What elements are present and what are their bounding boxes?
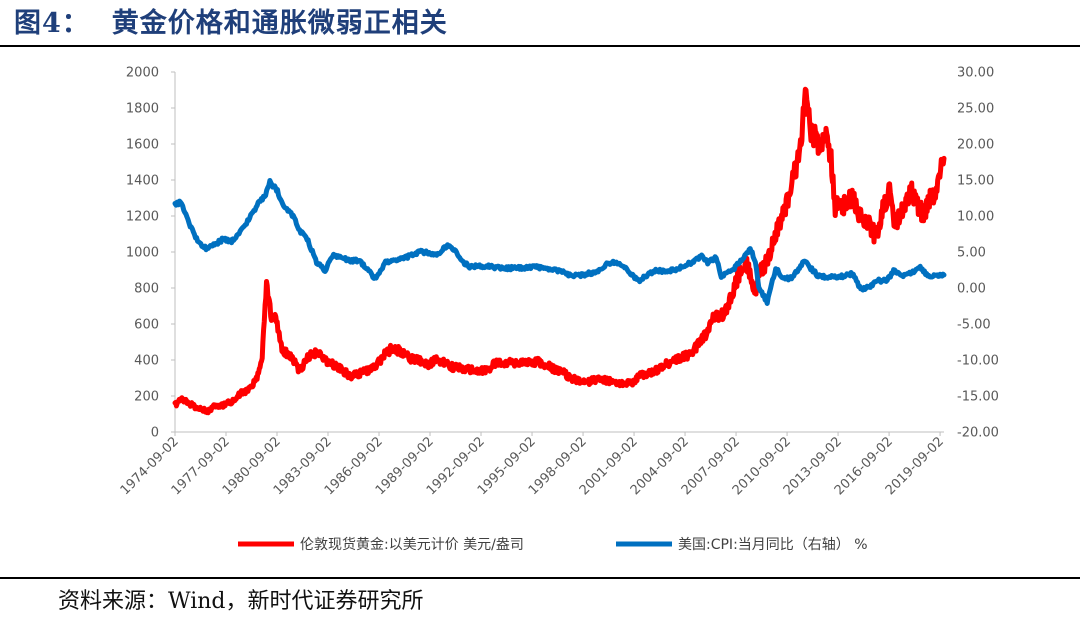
y-left-tick-label: 400 <box>134 354 159 369</box>
legend-gold-price-label: 伦敦现货黄金:以美元计价 美元/盎司 <box>300 536 524 553</box>
y-left-tick-label: 2000 <box>126 66 159 81</box>
y-left-tick-label: 0 <box>151 426 159 441</box>
y-right-tick-label: 5.00 <box>957 246 986 261</box>
y-left-tick-label: 1400 <box>126 174 159 189</box>
y-left-tick-label: 1200 <box>126 210 159 225</box>
y-right-tick-label: 30.00 <box>957 66 994 81</box>
legend-us-cpi-label: 美国:CPI:当月同比（右轴） % <box>678 537 868 553</box>
y-right-tick-label: -10.00 <box>957 354 999 369</box>
bottom-rule <box>0 577 1080 579</box>
figure-title: 图4： 黄金价格和通胀微弱正相关 <box>14 6 448 42</box>
y-right-tick-label: -5.00 <box>957 318 991 333</box>
figure-title-text: 黄金价格和通胀微弱正相关 <box>111 8 448 39</box>
source-note: 资料来源：Wind，新时代证券研究所 <box>58 589 424 614</box>
y-left-tick-label: 1600 <box>126 138 159 153</box>
chart-axes: 0 200 400 600 800 1000 1200 1400 1600 1800 2000 -20… <box>118 66 999 499</box>
y-right-tick-label: 25.00 <box>957 102 994 117</box>
y-left-tick-label: 200 <box>134 390 159 405</box>
gold-vs-cpi-chart: 0 200 400 600 800 1000 1200 1400 1600 1800 2000 -20… <box>118 66 999 554</box>
y-right-tick-label: 20.00 <box>957 138 994 153</box>
y-right-tick-label: -15.00 <box>957 390 999 405</box>
y-left-tick-label: 800 <box>134 282 159 297</box>
y-left-tick-label: 1000 <box>126 246 159 261</box>
y-left-tick-label: 600 <box>134 318 159 333</box>
y-right-tick-label: -20.00 <box>957 426 999 441</box>
chart-legend: 伦敦现货黄金:以美元计价 美元/盎司 美国:CPI:当月同比（右轴） % <box>238 536 868 553</box>
y-right-tick-label: 10.00 <box>957 210 994 225</box>
y-right-tick-label: 0.00 <box>957 282 986 297</box>
series-us-cpi-line <box>172 178 947 306</box>
chart-series <box>172 86 947 416</box>
y-right-tick-label: 15.00 <box>957 174 994 189</box>
y-left-tick-label: 1800 <box>126 102 159 117</box>
top-rule <box>0 45 1080 47</box>
figure-label: 图4： <box>14 8 90 39</box>
series-gold-price-line <box>172 86 947 416</box>
